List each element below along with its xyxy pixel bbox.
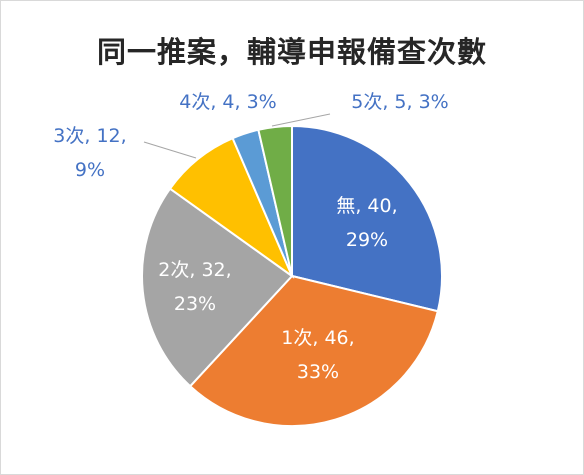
pie-slice-5 (257, 124, 293, 277)
data-label-5: 5次, 5, 3% (351, 91, 448, 113)
data-label-2: 2次, 32, 23% (158, 259, 231, 315)
leader-line-3 (143, 141, 197, 159)
leader-line-5 (271, 113, 331, 127)
data-label-0: 無, 40, 29% (336, 195, 397, 251)
pie-slice-2 (141, 187, 294, 388)
pie-slice-0 (291, 124, 443, 313)
pie-slice-1 (188, 274, 440, 427)
data-label-3: 3次, 12, 9% (53, 125, 126, 181)
chart-title: 同一推案，輔導申報備查次數 (96, 35, 487, 69)
data-label-4: 4次, 4, 3% (179, 91, 276, 113)
data-label-1: 1次, 46, 33% (281, 327, 354, 383)
